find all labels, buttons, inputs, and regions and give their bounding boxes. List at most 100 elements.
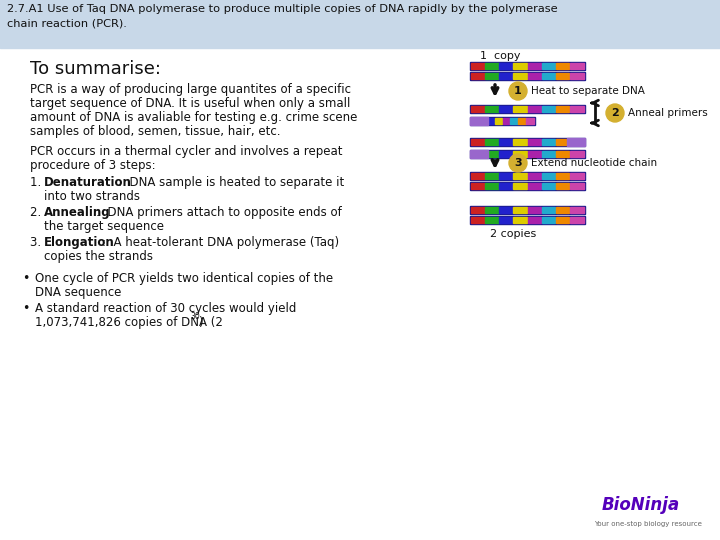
Bar bbox=[541, 183, 555, 189]
Text: :  DNA primers attach to opposite ends of: : DNA primers attach to opposite ends of bbox=[96, 206, 342, 219]
Bar bbox=[513, 63, 527, 69]
Bar bbox=[485, 139, 499, 145]
Bar bbox=[471, 151, 485, 157]
Bar bbox=[541, 106, 555, 112]
Text: samples of blood, semen, tissue, hair, etc.: samples of blood, semen, tissue, hair, e… bbox=[30, 125, 281, 138]
Bar bbox=[495, 118, 502, 124]
Text: 30: 30 bbox=[190, 312, 199, 321]
Text: DNA sequence: DNA sequence bbox=[35, 286, 122, 299]
Text: Extend nucleotide chain: Extend nucleotide chain bbox=[531, 158, 657, 168]
Bar bbox=[470, 138, 585, 146]
Text: Your one-stop biology resource: Your one-stop biology resource bbox=[594, 521, 702, 527]
Text: 1: 1 bbox=[514, 86, 522, 96]
Bar bbox=[528, 106, 541, 112]
Bar bbox=[470, 150, 585, 158]
Text: target sequence of DNA. It is useful when only a small: target sequence of DNA. It is useful whe… bbox=[30, 97, 351, 110]
Bar bbox=[518, 118, 526, 124]
Circle shape bbox=[509, 154, 527, 172]
Bar bbox=[470, 117, 535, 125]
Text: :  DNA sample is heated to separate it: : DNA sample is heated to separate it bbox=[118, 176, 344, 189]
Bar bbox=[485, 63, 499, 69]
Bar bbox=[471, 217, 485, 223]
Bar bbox=[470, 206, 585, 214]
Bar bbox=[513, 217, 527, 223]
Bar bbox=[556, 217, 570, 223]
Bar bbox=[528, 151, 541, 157]
Bar bbox=[567, 138, 585, 146]
Bar bbox=[541, 151, 555, 157]
Bar bbox=[0, 0, 720, 48]
Bar bbox=[513, 151, 527, 157]
Text: 1,073,741,826 copies of DNA (2: 1,073,741,826 copies of DNA (2 bbox=[35, 316, 223, 329]
Bar bbox=[485, 73, 499, 79]
Bar bbox=[471, 139, 485, 145]
Bar bbox=[470, 216, 585, 224]
Bar bbox=[499, 151, 513, 157]
Text: One cycle of PCR yields two identical copies of the: One cycle of PCR yields two identical co… bbox=[35, 272, 333, 285]
Bar bbox=[470, 182, 585, 190]
Bar bbox=[471, 183, 485, 189]
Text: Elongation: Elongation bbox=[44, 236, 114, 249]
Bar bbox=[499, 139, 513, 145]
Bar bbox=[470, 72, 585, 80]
Text: PCR is a way of producing large quantites of a specific: PCR is a way of producing large quantite… bbox=[30, 83, 351, 96]
Bar bbox=[485, 207, 499, 213]
Bar bbox=[513, 183, 527, 189]
Bar bbox=[526, 118, 534, 124]
Bar bbox=[485, 183, 499, 189]
Bar bbox=[471, 106, 485, 112]
Bar bbox=[499, 106, 513, 112]
Bar bbox=[528, 217, 541, 223]
Bar bbox=[499, 63, 513, 69]
Bar bbox=[471, 63, 485, 69]
Bar bbox=[470, 62, 585, 70]
Bar bbox=[570, 151, 583, 157]
Bar bbox=[541, 173, 555, 179]
Text: copies the strands: copies the strands bbox=[44, 250, 153, 263]
Bar bbox=[471, 73, 485, 79]
Bar bbox=[471, 207, 485, 213]
Text: A standard reaction of 30 cycles would yield: A standard reaction of 30 cycles would y… bbox=[35, 302, 297, 315]
Bar bbox=[556, 73, 570, 79]
Bar bbox=[510, 118, 518, 124]
Text: into two strands: into two strands bbox=[44, 190, 140, 203]
Bar bbox=[556, 207, 570, 213]
Text: Denaturation: Denaturation bbox=[44, 176, 132, 189]
Bar bbox=[470, 117, 488, 125]
Text: the target sequence: the target sequence bbox=[44, 220, 164, 233]
Bar bbox=[471, 118, 478, 124]
Bar bbox=[528, 73, 541, 79]
Bar bbox=[499, 173, 513, 179]
Bar bbox=[485, 151, 499, 157]
Bar bbox=[513, 207, 527, 213]
Text: •: • bbox=[22, 272, 30, 285]
Bar bbox=[513, 106, 527, 112]
Text: 3.: 3. bbox=[30, 236, 49, 249]
Bar bbox=[528, 63, 541, 69]
Bar bbox=[513, 139, 527, 145]
Bar bbox=[470, 172, 585, 180]
Bar bbox=[503, 118, 510, 124]
Bar bbox=[513, 173, 527, 179]
Bar bbox=[528, 207, 541, 213]
Text: ): ) bbox=[198, 316, 202, 329]
Bar bbox=[470, 105, 585, 113]
Bar bbox=[528, 173, 541, 179]
Bar bbox=[556, 106, 570, 112]
Text: :  A heat-tolerant DNA polymerase (Taq): : A heat-tolerant DNA polymerase (Taq) bbox=[102, 236, 339, 249]
Bar bbox=[570, 73, 583, 79]
Bar bbox=[570, 106, 583, 112]
Text: Annealing: Annealing bbox=[44, 206, 111, 219]
Text: 2: 2 bbox=[611, 108, 619, 118]
Bar bbox=[541, 217, 555, 223]
Text: 3: 3 bbox=[514, 158, 522, 168]
Bar bbox=[513, 73, 527, 79]
Bar bbox=[470, 150, 488, 158]
Bar bbox=[499, 207, 513, 213]
Bar bbox=[556, 183, 570, 189]
Text: 1.: 1. bbox=[30, 176, 49, 189]
Text: Anneal primers: Anneal primers bbox=[628, 108, 708, 118]
Bar bbox=[541, 63, 555, 69]
Text: •: • bbox=[22, 302, 30, 315]
Bar bbox=[570, 217, 583, 223]
